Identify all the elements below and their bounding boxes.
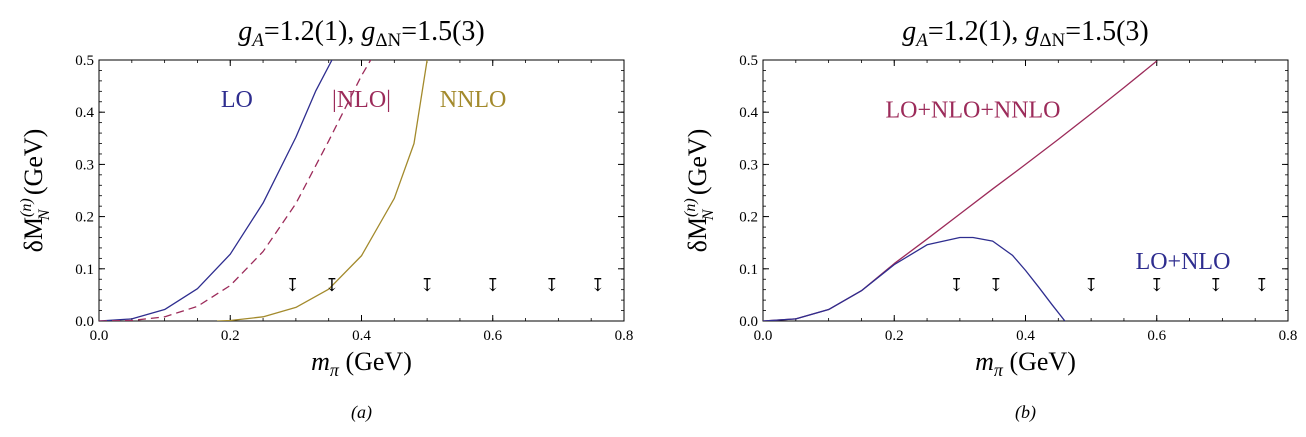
y-tick-label: 0.5 — [75, 53, 94, 69]
y-tick-label: 0.3 — [739, 157, 758, 173]
series-label: |NLO| — [332, 87, 391, 113]
y-tick-label: 0.4 — [75, 105, 94, 121]
panel-a: 0.0 0.2 0.4 0.6 0.8 0.0 0.1 0.2 0.3 0.4 0.5 LO |NLO|… — [18, 16, 633, 423]
y-tick-label: 0.1 — [739, 262, 758, 278]
mass-arrow-marker: ↧ — [420, 275, 435, 295]
y-tick-label: 0.0 — [739, 314, 758, 330]
series-line — [217, 60, 428, 321]
series-line — [763, 236, 1066, 321]
x-axis-label: mπ (GeV) — [975, 347, 1076, 380]
series-label: NNLO — [440, 87, 507, 113]
chart-title: gA=1.2(1), gΔN=1.5(3) — [902, 16, 1148, 51]
chart-title: gA=1.2(1), gΔN=1.5(3) — [238, 16, 484, 51]
x-tick-label: 0.2 — [885, 328, 904, 344]
x-tick-label: 0.6 — [483, 328, 502, 344]
series-label: LO — [221, 87, 253, 113]
x-tick-label: 0.0 — [90, 328, 109, 344]
mass-arrow-marker: ↧ — [285, 275, 300, 295]
y-tick-label: 0.0 — [75, 314, 94, 330]
y-tick-label: 0.1 — [75, 262, 94, 278]
y-axis-label: δM(n)N (GeV) — [682, 129, 717, 253]
series-label: LO+NLO+NNLO — [885, 97, 1060, 123]
mass-arrow-marker: ↧ — [590, 275, 605, 295]
y-tick-label: 0.3 — [75, 157, 94, 173]
mass-arrow-marker: ↧ — [324, 275, 339, 295]
x-tick-label: 0.0 — [754, 328, 773, 344]
mass-arrow-marker: ↧ — [544, 275, 559, 295]
x-tick-label: 0.8 — [1279, 328, 1298, 344]
mass-arrow-marker: ↧ — [1149, 275, 1164, 295]
mass-arrow-marker: ↧ — [1084, 275, 1099, 295]
panel-b: 0.0 0.2 0.4 0.6 0.8 0.0 0.1 0.2 0.3 0.4 0.5 LO+NLO+… — [682, 16, 1297, 423]
mass-arrow-marker: ↧ — [485, 275, 500, 295]
x-tick-label: 0.2 — [221, 328, 240, 344]
mass-arrow-marker: ↧ — [1254, 275, 1269, 295]
y-tick-label: 0.2 — [739, 210, 758, 226]
panel-caption: (b) — [1015, 402, 1036, 423]
mass-arrow-marker: ↧ — [949, 275, 964, 295]
y-axis-label: δM(n)N (GeV) — [18, 129, 53, 253]
mass-arrow-marker: ↧ — [988, 275, 1003, 295]
series-line — [99, 60, 333, 321]
y-tick-label: 0.2 — [75, 210, 94, 226]
y-tick-label: 0.4 — [739, 105, 758, 121]
panel-caption: (a) — [351, 402, 372, 423]
y-tick-label: 0.5 — [739, 53, 758, 69]
x-tick-label: 0.4 — [352, 328, 371, 344]
series-label: LO+NLO — [1136, 249, 1231, 275]
series-line — [99, 60, 372, 321]
mass-arrow-marker: ↧ — [1208, 275, 1223, 295]
x-tick-label: 0.6 — [1147, 328, 1166, 344]
x-tick-label: 0.8 — [615, 328, 634, 344]
x-axis-label: mπ (GeV) — [311, 347, 412, 380]
x-tick-label: 0.4 — [1016, 328, 1035, 344]
